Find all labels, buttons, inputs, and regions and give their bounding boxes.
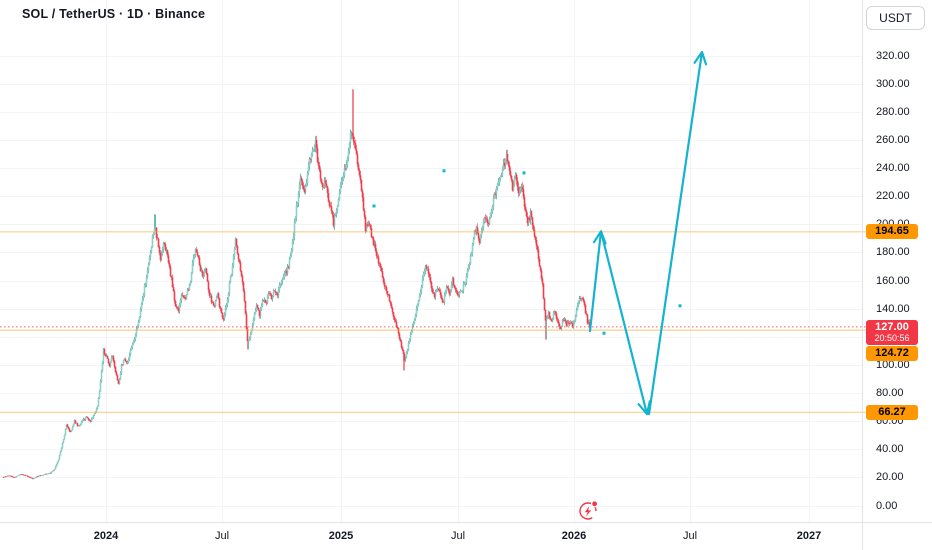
- badge-price-value: 124.72: [875, 347, 909, 360]
- badge-price-value: 127.00: [875, 321, 909, 334]
- notification-dot: [591, 500, 599, 508]
- price-axis-label: 140.00: [876, 302, 910, 315]
- price-axis-label: 80.00: [876, 387, 904, 399]
- price-axis-label: 20.00: [876, 471, 904, 484]
- drawing-anchor-dot[interactable]: [678, 304, 682, 308]
- level-price-badge: 194.65: [866, 224, 918, 240]
- time-axis-label: 2024: [93, 530, 119, 542]
- drawing-anchor-dot[interactable]: [372, 204, 376, 208]
- level-price-badge: 124.72: [866, 346, 918, 362]
- time-axis-label: 2027: [796, 530, 822, 542]
- level-price-badge: 66.27: [866, 404, 918, 420]
- price-axis-label: 240.00: [876, 162, 910, 174]
- lightning-bolt-icon: [584, 506, 592, 517]
- price-axis-label: 220.00: [876, 190, 910, 203]
- trend-arrow[interactable]: [600, 234, 651, 416]
- price-axis-label: 180.00: [876, 246, 910, 259]
- event-circle: [579, 502, 597, 520]
- drawing-anchor-dot[interactable]: [602, 331, 606, 335]
- price-axis-label: 320.00: [876, 49, 910, 62]
- time-axis-label: 2026: [561, 530, 587, 542]
- up-candle-wicks: [4, 129, 589, 480]
- time-axis-label: 2025: [328, 530, 354, 542]
- drawing-anchor-dot[interactable]: [442, 169, 446, 173]
- badge-price-value: 194.65: [875, 225, 909, 238]
- current-price-badge: 127.00 20:50:56: [866, 320, 918, 346]
- grid-lines: [0, 0, 863, 523]
- symbol-title: SOL / TetherUS · 1D · Binance: [22, 7, 206, 21]
- time-axis-label: Jul: [682, 530, 698, 542]
- down-candle-bodies: [2, 132, 592, 479]
- time-axis-label: Jul: [214, 530, 230, 542]
- currency-toggle-button[interactable]: USDT: [866, 6, 925, 30]
- drawing-anchor-dot[interactable]: [522, 171, 526, 175]
- trend-arrow[interactable]: [647, 50, 708, 416]
- candlestick-series: [2, 89, 592, 480]
- price-axis-label: 160.00: [876, 274, 910, 287]
- price-axis-label: 280.00: [876, 105, 910, 118]
- up-candle-bodies: [3, 132, 590, 479]
- badge-price-value: 66.27: [878, 405, 906, 418]
- price-axis-label: 260.00: [876, 133, 910, 146]
- bar-countdown-timer: 20:50:56: [874, 333, 910, 344]
- time-axis-label: Jul: [450, 530, 466, 542]
- price-axis-label: 40.00: [876, 443, 904, 456]
- price-axis-label: 100.00: [876, 358, 910, 371]
- price-axis-label: 300.00: [876, 77, 910, 90]
- price-axis-label: 0.00: [876, 499, 898, 512]
- flash-event-icon[interactable]: [575, 497, 601, 523]
